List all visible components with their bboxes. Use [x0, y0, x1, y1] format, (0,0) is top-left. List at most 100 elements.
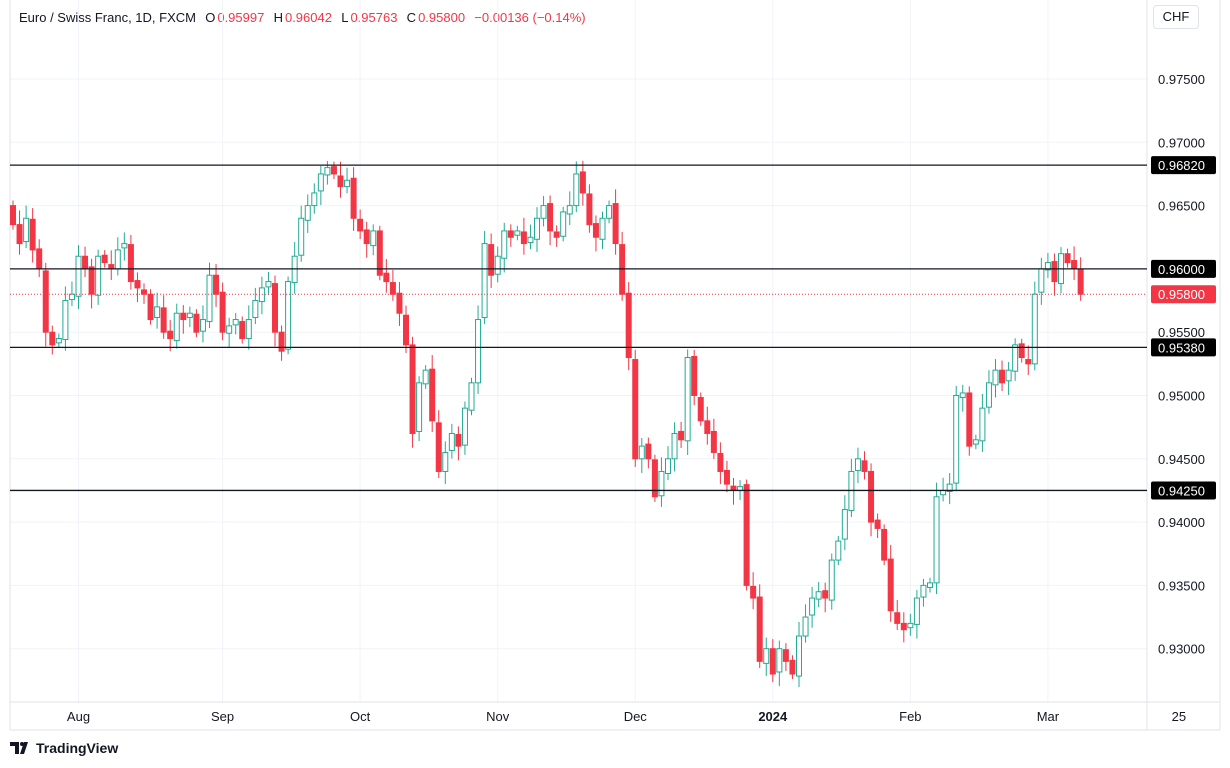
candle-body: [671, 432, 678, 460]
candle-body: [632, 359, 639, 460]
candle: [114, 237, 121, 276]
candle-body: [330, 166, 337, 175]
level-price-label: 0.96820: [1158, 158, 1205, 173]
candle: [815, 582, 822, 608]
candle-body: [776, 648, 783, 673]
candle-body: [298, 217, 305, 256]
candle: [62, 286, 69, 351]
tradingview-logo[interactable]: TradingView: [10, 740, 118, 756]
candle-body: [245, 319, 252, 340]
candle: [534, 207, 540, 252]
candle-body: [1051, 261, 1058, 283]
candle-body: [658, 470, 665, 497]
candle: [789, 655, 796, 680]
candle: [49, 325, 56, 355]
last-price-label-bg: [1151, 285, 1216, 304]
x-tick-label: Dec: [624, 709, 648, 724]
candle: [317, 165, 324, 206]
candle: [972, 434, 979, 450]
candle: [966, 386, 973, 456]
candle-body: [167, 330, 174, 340]
candle: [304, 194, 311, 233]
y-tick-label: 0.97500: [1158, 72, 1205, 87]
candle-body: [612, 203, 619, 245]
candle-body: [907, 622, 914, 629]
candle: [894, 600, 901, 630]
candle: [186, 306, 193, 328]
candle-body: [717, 452, 724, 472]
candle: [36, 239, 43, 278]
candle: [481, 230, 488, 325]
candle-body: [389, 282, 396, 295]
candle: [606, 200, 613, 224]
candle-body: [1077, 269, 1084, 295]
candle-body: [49, 331, 56, 346]
candle-body: [1044, 262, 1051, 271]
candle-body: [514, 230, 521, 236]
candle-body: [317, 173, 324, 192]
candle-body: [23, 217, 30, 243]
candle: [868, 463, 875, 537]
x-tick-label: Oct: [350, 709, 371, 724]
candle-body: [841, 508, 848, 540]
candle: [691, 349, 698, 406]
candle: [933, 482, 940, 595]
x-tick-label: 2024: [758, 709, 788, 724]
close-value: 0.95800: [418, 10, 466, 25]
candle-body: [311, 192, 318, 207]
candle: [874, 513, 881, 539]
candle: [219, 282, 226, 341]
candle-body: [573, 173, 580, 207]
candle: [1071, 246, 1078, 281]
candle-body: [285, 281, 292, 350]
y-tick-label: 0.97000: [1158, 135, 1205, 150]
x-tick-label: 25: [1172, 709, 1186, 724]
candle: [796, 621, 802, 688]
candle-body: [697, 397, 704, 422]
high-value: 0.96042: [284, 10, 332, 25]
candle-body: [206, 274, 213, 323]
candle: [252, 287, 259, 325]
candle-body: [232, 319, 239, 326]
candlestick-chart[interactable]: 0.97500 0.97000 0.96500 0.95500 0.95000 0.945…: [0, 0, 1230, 740]
candle: [501, 222, 508, 273]
candle-body: [809, 597, 816, 616]
candle: [592, 215, 599, 252]
candle: [756, 584, 763, 668]
candle-body: [553, 231, 560, 238]
candle: [1025, 345, 1032, 375]
candle-body: [579, 171, 586, 194]
candle: [828, 553, 835, 610]
candle: [383, 259, 390, 293]
candle: [782, 643, 789, 671]
candle: [704, 406, 711, 445]
candle: [199, 305, 206, 343]
candle-body: [62, 300, 69, 341]
candle: [278, 325, 285, 361]
candle-body: [383, 272, 390, 283]
candle: [612, 189, 619, 255]
candle-body: [461, 407, 468, 446]
candle: [376, 225, 383, 281]
candle-body: [455, 433, 462, 447]
candle: [920, 578, 927, 607]
candle: [992, 359, 999, 398]
candle-body: [946, 483, 953, 492]
candle-body: [887, 558, 894, 612]
candle: [769, 639, 776, 683]
candle-body: [1071, 260, 1078, 270]
candle: [442, 441, 449, 485]
candle: [461, 401, 468, 455]
candle: [913, 589, 920, 639]
currency-button[interactable]: CHF: [1153, 5, 1199, 29]
candle: [665, 446, 671, 481]
low-value: 0.95763: [350, 10, 398, 25]
y-tick-label: 0.95500: [1158, 325, 1205, 340]
candle-body: [1025, 359, 1032, 365]
candle: [396, 282, 403, 326]
candle: [108, 250, 115, 281]
candle-body: [376, 230, 383, 276]
candle: [697, 392, 704, 426]
candle: [835, 536, 842, 566]
candle: [579, 160, 586, 206]
